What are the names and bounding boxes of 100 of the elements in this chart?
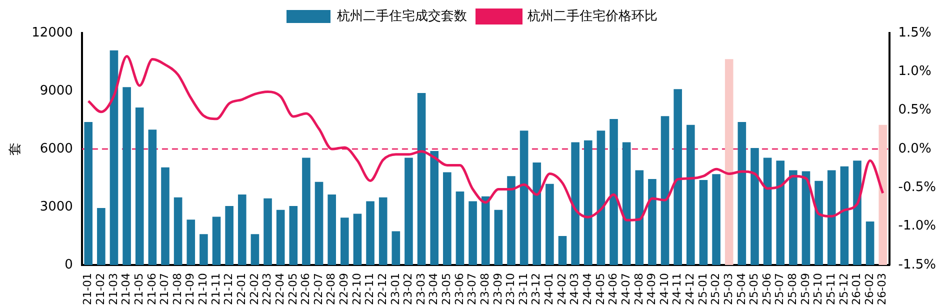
legend-label: 杭州二手住宅价格环比 xyxy=(526,8,658,24)
bar xyxy=(340,218,349,266)
x-tick-label: 23-02 xyxy=(402,273,415,306)
x-tick-label: 24-07 xyxy=(619,273,632,306)
bar xyxy=(378,197,388,266)
bar xyxy=(802,171,810,266)
x-tick-label: 24-11 xyxy=(670,273,684,306)
bar xyxy=(853,160,862,266)
x-tick-label: 24-05 xyxy=(594,273,607,306)
x-tick-label: 23-12 xyxy=(530,273,543,306)
bar xyxy=(430,150,439,266)
y2-tick-label: -1.5% xyxy=(898,257,936,272)
x-tick-label: 21-11 xyxy=(209,273,222,306)
bar xyxy=(225,206,234,266)
bar xyxy=(212,216,221,266)
x-tick-label: 24-12 xyxy=(684,273,697,306)
x-tick-label: 24-02 xyxy=(555,273,568,306)
x-tick-label: 21-10 xyxy=(196,273,210,306)
x-tick-label: 24-08 xyxy=(632,273,646,306)
bar xyxy=(866,222,874,266)
x-tick-label: 23-01 xyxy=(388,273,402,306)
x-tick-label: 23-08 xyxy=(478,273,492,306)
x-tick-label: 26-02 xyxy=(862,273,876,306)
bar xyxy=(353,214,362,266)
x-tick-label: 22-10 xyxy=(350,273,364,306)
x-tick-label: 25-09 xyxy=(798,273,812,306)
y-axis-title: 套 xyxy=(8,142,24,156)
bar xyxy=(532,162,542,266)
bar xyxy=(827,170,836,266)
x-tick-label: 26-03 xyxy=(876,273,889,306)
x-tick-label: 25-11 xyxy=(824,273,838,306)
bar xyxy=(571,142,580,266)
bar xyxy=(110,50,118,266)
x-tick-label: 25-07 xyxy=(773,273,786,306)
y2-tick-label: -1.0% xyxy=(898,218,936,234)
bar xyxy=(558,236,567,266)
x-tick-label: 25-06 xyxy=(760,273,774,306)
x-tick-label: 22-05 xyxy=(286,273,300,306)
y2-tick-label: 1.5% xyxy=(898,25,932,40)
bar xyxy=(724,59,734,266)
x-tick-label: 22-08 xyxy=(324,273,338,306)
bar xyxy=(97,208,106,266)
x-tick-label: 22-09 xyxy=(338,273,351,306)
y2-tick-label: 0.5% xyxy=(898,102,932,118)
y-tick-label: 3000 xyxy=(40,199,73,214)
bar xyxy=(674,89,682,266)
y2-tick-label: 0.0% xyxy=(898,141,932,156)
y-tick-label: 0 xyxy=(64,257,73,272)
x-tick-label: 21-08 xyxy=(170,273,184,306)
bar xyxy=(250,234,260,266)
x-tick-label: 22-06 xyxy=(299,273,312,306)
bar xyxy=(622,142,631,266)
bar xyxy=(314,182,324,266)
x-tick-label: 23-11 xyxy=(516,273,530,306)
bar xyxy=(392,231,400,266)
x-tick-label: 25-03 xyxy=(722,273,735,306)
bar xyxy=(468,201,477,266)
x-tick-label: 21-09 xyxy=(184,273,197,306)
bar xyxy=(878,124,888,266)
bar xyxy=(328,194,336,266)
bar xyxy=(443,172,452,266)
bar xyxy=(84,122,93,266)
x-tick-label: 21-03 xyxy=(106,273,120,306)
x-tick-label: 25-10 xyxy=(812,273,825,306)
bar xyxy=(840,166,849,266)
bar xyxy=(596,130,606,266)
x-tick-label: 23-05 xyxy=(440,273,454,306)
bar xyxy=(122,87,131,266)
y-tick-label: 6000 xyxy=(40,141,73,156)
bar xyxy=(238,194,246,266)
bar xyxy=(610,119,618,266)
bar xyxy=(507,176,516,266)
x-tick-label: 23-03 xyxy=(414,273,428,306)
y-tick-label: 9000 xyxy=(40,83,73,98)
bar xyxy=(289,206,298,266)
x-tick-label: 22-03 xyxy=(260,273,274,306)
bar xyxy=(750,148,759,266)
bar xyxy=(276,210,285,266)
bar xyxy=(161,167,170,266)
x-tick-label: 22-04 xyxy=(273,273,286,306)
bar xyxy=(712,174,720,266)
bar xyxy=(264,198,272,266)
bar xyxy=(302,158,310,266)
x-tick-label: 22-11 xyxy=(363,273,376,306)
bar xyxy=(417,92,426,266)
x-tick-label: 22-07 xyxy=(312,273,325,306)
bar xyxy=(481,196,490,266)
x-tick-label: 24-06 xyxy=(606,273,620,306)
x-tick-label: 21-07 xyxy=(158,273,172,306)
x-tick-label: 25-02 xyxy=(709,273,722,306)
bar xyxy=(789,170,798,266)
x-tick-label: 24-01 xyxy=(542,273,556,306)
x-tick-label: 23-06 xyxy=(452,273,466,306)
legend-label: 杭州二手住宅成交套数 xyxy=(336,8,467,24)
x-tick-label: 22-12 xyxy=(376,273,389,306)
x-tick-label: 23-04 xyxy=(427,273,440,306)
bar xyxy=(174,197,182,266)
x-tick-label: 24-04 xyxy=(580,273,594,306)
bar xyxy=(186,220,196,266)
x-tick-label: 21-04 xyxy=(120,273,133,306)
